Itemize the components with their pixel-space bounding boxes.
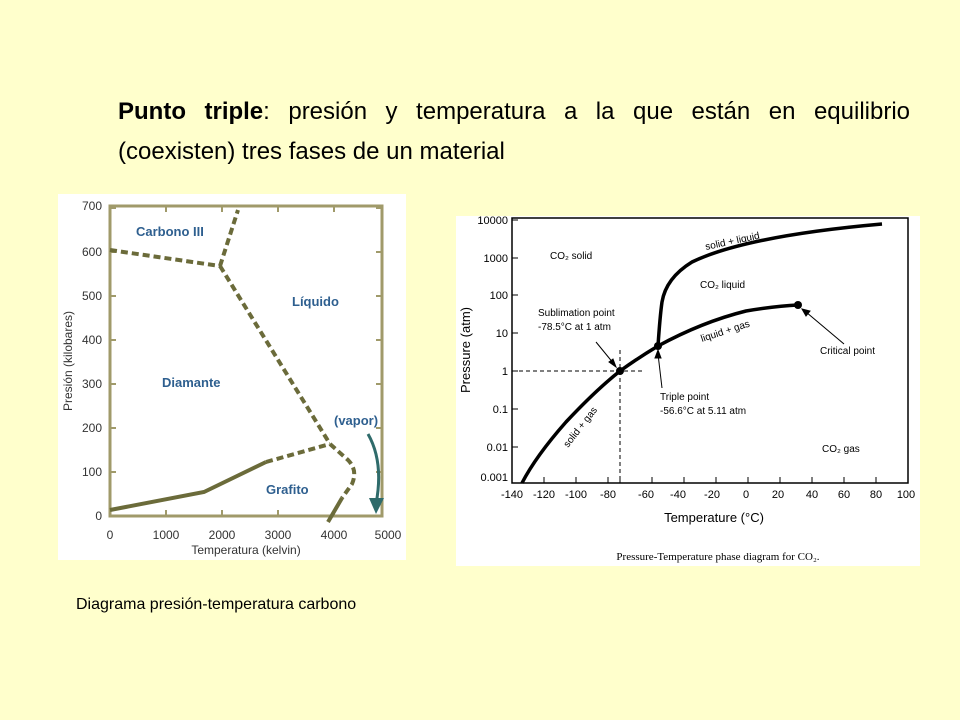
carbon-plot-frame	[108, 204, 384, 518]
co2-y-tick: 1000	[484, 253, 508, 265]
co2-label-solid-liquid: solid + liquid	[704, 231, 760, 253]
co2-x-tick: -40	[670, 489, 686, 501]
co2-y-tick: 10	[496, 328, 508, 340]
graphite-diamond-boundary-dashed	[265, 442, 331, 464]
co2-phase-curves	[520, 222, 883, 484]
carbon-y-tick: 0	[95, 509, 102, 523]
carbon-x-tick: 5000	[375, 528, 402, 542]
region-label-grafito: Grafito	[266, 482, 309, 497]
co2-x-axis-label: Temperature (°C)	[664, 510, 764, 525]
slide-heading: Punto triple: presión y temperatura a la…	[118, 92, 910, 172]
co2-y-tick: 100	[490, 290, 508, 302]
co2-diagram-caption: Pressure-Temperature phase diagram for C…	[616, 551, 819, 563]
co2-y-tick: 1	[502, 366, 508, 378]
co2-annotation-arrows	[595, 308, 845, 389]
diamond-liquid-boundary	[218, 264, 332, 446]
vapor-arrow-line	[366, 433, 381, 505]
co2-x-tick: -140	[501, 489, 523, 501]
co2-x-tick: 80	[870, 489, 882, 501]
co2-x-tick: 20	[772, 489, 784, 501]
co2-label-solid-gas: solid + gas	[562, 405, 600, 450]
graphite-liquid-boundary-dashed	[328, 442, 357, 500]
sublimation-curve	[520, 344, 659, 484]
carbon-phase-diagram: Carbono III Líquido Diamante Grafito (va…	[58, 194, 406, 560]
carbon-y-tick: 500	[82, 289, 102, 303]
carbon-diagram-caption: Diagrama presión-temperatura carbono	[76, 596, 357, 613]
carbon-y-tick: 400	[82, 333, 102, 347]
co2-x-tick: -120	[533, 489, 555, 501]
triple-point-title: Triple point	[660, 392, 709, 403]
region-label-diamante: Diamante	[162, 375, 221, 390]
co2-y-tick: 10000	[477, 216, 508, 227]
sublimation-value: -78.5°C at 1 atm	[538, 322, 611, 333]
co2-x-tick: -60	[638, 489, 654, 501]
carbon-diagram-svg: Carbono III Líquido Diamante Grafito (va…	[61, 199, 402, 557]
region-label-vapor: (vapor)	[334, 413, 378, 428]
carbon-y-tick: 600	[82, 245, 102, 259]
sublimation-title: Sublimation point	[538, 308, 615, 319]
co2-region-solid: CO₂ solid	[550, 251, 592, 262]
carbon-x-tick: 4000	[321, 528, 348, 542]
co2-region-liquid: CO₂ liquid	[700, 280, 745, 291]
co2-x-tick: -80	[600, 489, 616, 501]
co2-x-tick: 40	[806, 489, 818, 501]
carbon-y-tick: 700	[82, 199, 102, 213]
carbon-x-tick: 3000	[265, 528, 292, 542]
graphite-liquid-boundary-solid	[326, 496, 344, 524]
carbon-x-axis-label: Temperatura (kelvin)	[191, 543, 300, 557]
vapor-arrow-head	[369, 498, 384, 514]
region-label-liquido: Líquido	[292, 294, 339, 309]
co2-x-tick: 100	[897, 489, 915, 501]
co2-plot-frame	[511, 217, 909, 484]
carbon3-diamond-boundary	[109, 248, 221, 268]
graphite-diamond-boundary-solid	[109, 460, 267, 512]
co2-y-tick: 0.001	[480, 472, 508, 484]
co2-x-tick: -20	[704, 489, 720, 501]
heading-term: Punto triple	[118, 98, 264, 125]
carbon-y-tick: 100	[82, 465, 102, 479]
co2-x-tick: 60	[838, 489, 850, 501]
carbon-y-axis-label: Presión (kilobares)	[61, 311, 75, 411]
vaporization-curve	[657, 303, 799, 348]
co2-region-gas: CO₂ gas	[822, 444, 860, 455]
carbon-x-tick: 2000	[209, 528, 236, 542]
co2-y-axis-label: Pressure (atm)	[458, 307, 473, 393]
carbon-tick-marks	[110, 206, 382, 517]
carbon3-liquid-boundary	[218, 209, 240, 267]
co2-x-tick: -100	[565, 489, 587, 501]
critical-point-marker	[794, 301, 802, 309]
co2-diagram-svg: CO₂ solid CO₂ liquid CO₂ gas solid + liq…	[458, 216, 915, 563]
co2-y-tick: 0.1	[493, 404, 508, 416]
critical-point-label: Critical point	[820, 346, 875, 357]
triple-point-value: -56.6°C at 5.11 atm	[660, 406, 746, 417]
carbon-x-tick: 0	[107, 528, 114, 542]
triple-point-marker	[654, 342, 662, 350]
carbon-x-tick: 1000	[153, 528, 180, 542]
carbon-y-tick: 200	[82, 421, 102, 435]
heading-definition: : presión y temperatura a la que están e…	[118, 98, 911, 165]
carbon-y-tick: 300	[82, 377, 102, 391]
co2-x-tick: 0	[743, 489, 749, 501]
melting-curve	[656, 222, 883, 347]
carbon-phase-boundaries	[109, 209, 357, 524]
co2-phase-diagram: CO₂ solid CO₂ liquid CO₂ gas solid + liq…	[456, 216, 920, 566]
sublimation-point-marker	[616, 367, 624, 375]
region-label-carbono3: Carbono III	[136, 224, 204, 239]
co2-y-tick: 0.01	[487, 442, 508, 454]
